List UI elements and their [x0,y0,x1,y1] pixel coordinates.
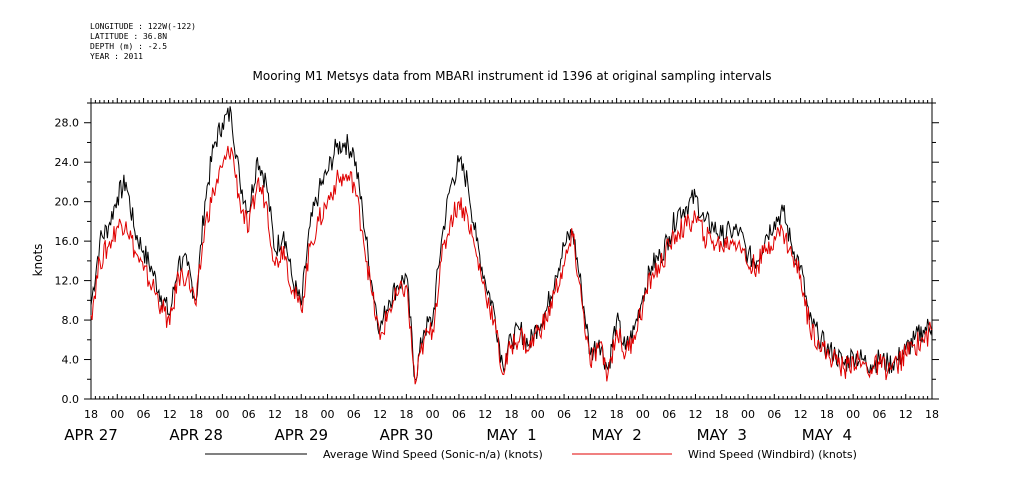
meta-longitude: LONGITUDE : 122W(-122) [90,22,196,31]
plot-frame [90,102,933,400]
x-tick-label: 12 [899,408,913,421]
y-tick-label: 8.0 [62,314,80,327]
x-tick-label: 06 [347,408,361,421]
y-tick-label: 0.0 [62,393,80,406]
x-tick-label: 06 [767,408,781,421]
axis-ticks [84,98,939,400]
x-tick-label: 06 [662,408,676,421]
meta-depth: DEPTH (m) : -2.5 [90,42,168,51]
y-tick-label: 24.0 [55,156,80,169]
x-tick-label: 12 [478,408,492,421]
y-tick-label: 28.0 [55,117,80,130]
x-tick-label: 18 [294,408,308,421]
day-labels: APR 27 APR 28 APR 29 APR 30 MAY 1 MAY 2 MAY 3 M… [64,426,852,444]
x-tick-label: 00 [636,408,650,421]
x-tick-label: 12 [163,408,177,421]
x-tick-label: 06 [872,408,886,421]
x-tick-label: 18 [399,408,413,421]
x-tick-label: 00 [846,408,860,421]
y-tick-label: 20.0 [55,196,80,209]
x-tick-label: 00 [741,408,755,421]
day-label: APR 27 [64,426,118,444]
x-tick-label: 12 [688,408,702,421]
legend: Average Wind Speed (Sonic-n/a) (knots) W… [205,448,857,461]
series-line-sonic [90,106,933,381]
x-tick-label: 00 [426,408,440,421]
day-label: MAY 4 [802,426,852,444]
day-label: MAY 3 [697,426,747,444]
x-tick-label: 18 [925,408,939,421]
y-tick-label: 4.0 [62,354,80,367]
chart-title: Mooring M1 Metsys data from MBARI instru… [253,69,772,83]
y-tick-labels: 0.0 4.0 8.0 12.0 16.0 20.0 24.0 28.0 [55,117,80,406]
x-tick-label: 18 [505,408,519,421]
legend-label-windbird: Wind Speed (Windbird) (knots) [688,448,857,461]
x-tick-label: 12 [268,408,282,421]
x-tick-label: 00 [531,408,545,421]
x-tick-label: 18 [820,408,834,421]
day-label: APR 30 [380,426,434,444]
metadata-block: LONGITUDE : 122W(-122) LATITUDE : 36.8N … [90,22,196,62]
legend-label-sonic: Average Wind Speed (Sonic-n/a) (knots) [323,448,543,461]
x-tick-label: 12 [373,408,387,421]
y-tick-label: 12.0 [55,275,80,288]
series-lines [90,106,933,385]
x-tick-label: 18 [189,408,203,421]
day-label: MAY 1 [486,426,536,444]
x-tick-label: 18 [715,408,729,421]
x-tick-label: 06 [242,408,256,421]
day-label: MAY 2 [591,426,641,444]
meta-latitude: LATITUDE : 36.8N [90,32,168,41]
x-tick-label: 18 [610,408,624,421]
x-tick-label: 00 [215,408,229,421]
series-line-windbird [90,145,933,385]
x-tick-label: 00 [321,408,335,421]
x-tick-label: 06 [137,408,151,421]
meta-year: YEAR : 2011 [90,52,143,61]
x-tick-label: 18 [84,408,98,421]
x-tick-label: 12 [794,408,808,421]
day-label: APR 29 [274,426,328,444]
x-tick-label: 06 [452,408,466,421]
y-tick-label: 16.0 [55,235,80,248]
y-axis-label: knots [31,244,45,277]
x-tick-label: 00 [110,408,124,421]
x-tick-label: 06 [557,408,571,421]
day-label: APR 28 [169,426,223,444]
x-tick-label: 12 [583,408,597,421]
x-tick-labels: 18 00 06 12 18 00 06 12 18 00 06 12 18 00 06 12 18 00 06 12… [84,408,939,421]
